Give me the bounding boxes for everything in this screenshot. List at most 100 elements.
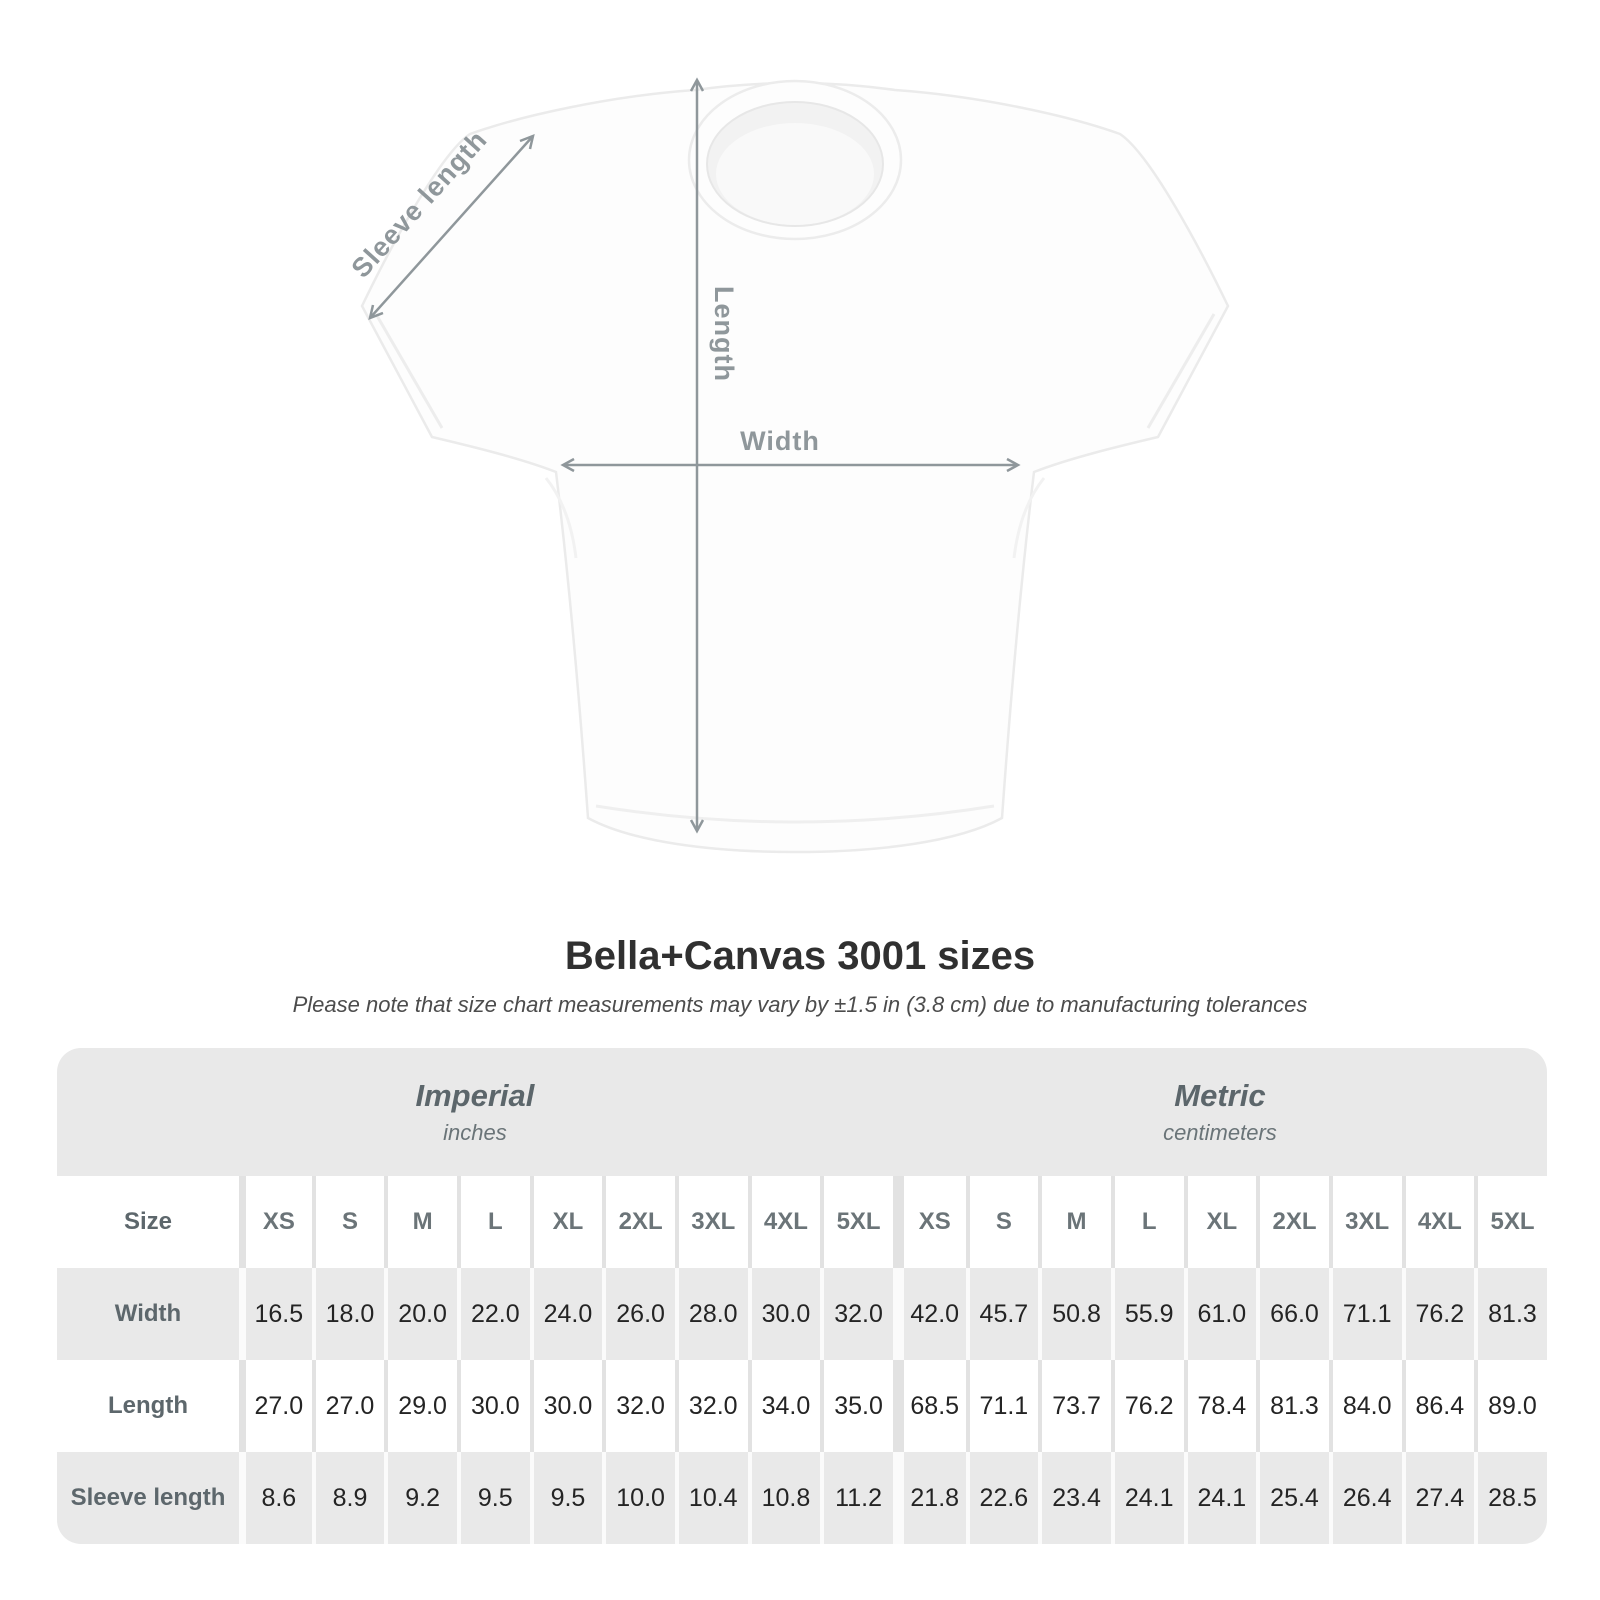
size-header-cell: 4XL (747, 1176, 821, 1268)
size-value-cell: 27.0 (239, 1360, 312, 1452)
size-value-cell: 30.0 (747, 1268, 821, 1360)
table-row: Width 16.5 18.0 20.0 22.0 24.0 26.0 28.0 30.0 32.… (57, 1268, 1547, 1360)
hem-seam (595, 804, 995, 824)
length-arrow (689, 77, 705, 834)
size-value-cell: 35.0 (820, 1360, 893, 1452)
size-header-cell: M (384, 1176, 457, 1268)
size-value-cell: 30.0 (456, 1360, 530, 1452)
size-column-title: Size (123, 1208, 173, 1235)
size-value-cell: 32.0 (674, 1360, 748, 1452)
size-value-cell: 10.4 (674, 1452, 748, 1544)
size-header-cell: XS (892, 1176, 966, 1268)
collar (687, 79, 903, 241)
size-value-cell: 8.9 (311, 1452, 385, 1544)
size-value-cell: 16.5 (239, 1268, 312, 1360)
page-title: Bella+Canvas 3001 sizes (564, 934, 1036, 978)
size-value-cell: 24.1 (1183, 1452, 1257, 1544)
size-value-cell: 9.5 (529, 1452, 603, 1544)
size-value-cell: 22.0 (456, 1268, 530, 1360)
size-value-cell: 24.0 (529, 1268, 603, 1360)
size-value-cell: 81.3 (1474, 1268, 1547, 1360)
size-value-cell: 66.0 (1256, 1268, 1329, 1360)
metric-unit: centimeters (1163, 1120, 1277, 1145)
size-value-cell: 25.4 (1256, 1452, 1329, 1544)
size-value-cell: 28.5 (1474, 1452, 1547, 1544)
size-value-cell: 24.1 (1110, 1452, 1184, 1544)
right-cuff-seam (1146, 313, 1216, 429)
size-value-cell: 21.8 (892, 1452, 966, 1544)
size-value-cell: 73.7 (1038, 1360, 1111, 1452)
size-value-cell: 76.2 (1401, 1268, 1475, 1360)
length-label: Length (709, 286, 739, 382)
size-header-cell: L (1110, 1176, 1184, 1268)
size-value-cell: 8.6 (239, 1452, 312, 1544)
size-value-cell: 89.0 (1474, 1360, 1547, 1452)
size-header-cell: XS (239, 1176, 312, 1268)
tshirt-graphic: Length Width Sleeve length (346, 77, 1230, 854)
size-header-cell: 3XL (674, 1176, 748, 1268)
size-value-cell: 9.2 (384, 1452, 457, 1544)
size-value-cell: 45.7 (965, 1268, 1039, 1360)
size-header-cell: 2XL (1256, 1176, 1329, 1268)
size-header-cell: S (311, 1176, 385, 1268)
page-subtitle: Please note that size chart measurements… (292, 992, 1308, 1017)
imperial-unit: inches (443, 1120, 507, 1145)
size-header-cell: 2XL (602, 1176, 675, 1268)
size-value-cell: 34.0 (747, 1360, 821, 1452)
unit-header-band: Imperial inches Metric centimeters (57, 1048, 1547, 1176)
size-value-cell: 81.3 (1256, 1360, 1329, 1452)
size-value-cell: 71.1 (965, 1360, 1039, 1452)
size-header-cell: XL (529, 1176, 603, 1268)
table-row: Size XS S M L XL 2XL 3XL 4XL 5XL XS S M L XL 2XL 3XL 4XL 5… (57, 1176, 1547, 1268)
size-value-cell: 9.5 (456, 1452, 530, 1544)
size-value-cell: 23.4 (1038, 1452, 1111, 1544)
size-value-cell: 10.0 (602, 1452, 675, 1544)
size-value-cell: 86.4 (1401, 1360, 1475, 1452)
imperial-header-group: Imperial inches (57, 1048, 893, 1176)
width-label: Width (740, 426, 820, 456)
size-value-cell: 29.0 (384, 1360, 457, 1452)
size-value-cell: 76.2 (1110, 1360, 1184, 1452)
size-value-cell: 50.8 (1038, 1268, 1111, 1360)
size-header-cell: L (456, 1176, 530, 1268)
size-header-cell: 5XL (1474, 1176, 1547, 1268)
size-value-cell: 26.4 (1328, 1452, 1402, 1544)
size-value-cell: 22.6 (965, 1452, 1039, 1544)
size-header-cell: XL (1183, 1176, 1257, 1268)
metric-header-group: Metric centimeters (893, 1048, 1547, 1176)
size-value-cell: 10.8 (747, 1452, 821, 1544)
size-value-cell: 27.4 (1401, 1452, 1475, 1544)
size-value-cell: 28.0 (674, 1268, 748, 1360)
size-value-cell: 71.1 (1328, 1268, 1402, 1360)
table-body: Size XS S M L XL 2XL 3XL 4XL 5XL XS S M L XL 2XL 3XL 4XL 5… (57, 1176, 1547, 1544)
size-value-cell: 30.0 (529, 1360, 603, 1452)
imperial-header: Imperial (415, 1078, 535, 1113)
tshirt-diagram: Length Width Sleeve length (330, 58, 1280, 883)
size-header-cell: 3XL (1328, 1176, 1402, 1268)
size-value-cell: 84.0 (1328, 1360, 1402, 1452)
size-value-cell: 18.0 (311, 1268, 385, 1360)
tshirt-body (360, 79, 1230, 854)
sleeve-length-arrow (368, 133, 535, 321)
row-label: Length (108, 1392, 188, 1419)
left-cuff-seam (374, 313, 444, 429)
size-value-cell: 32.0 (820, 1268, 893, 1360)
table-row: Sleeve length 8.6 8.9 9.2 9.5 9.5 10.0 10.4 10.8… (57, 1452, 1547, 1544)
width-arrow (560, 457, 1021, 473)
size-value-cell: 27.0 (311, 1360, 385, 1452)
size-value-cell: 55.9 (1110, 1268, 1184, 1360)
size-header-cell: 4XL (1401, 1176, 1475, 1268)
metric-header: Metric (1174, 1078, 1266, 1113)
size-value-cell: 68.5 (892, 1360, 966, 1452)
size-value-cell: 11.2 (820, 1452, 893, 1544)
size-value-cell: 32.0 (602, 1360, 675, 1452)
size-value-cell: 26.0 (602, 1268, 675, 1360)
size-header-cell: M (1038, 1176, 1111, 1268)
row-label: Width (114, 1300, 182, 1327)
size-header-cell: S (965, 1176, 1039, 1268)
size-value-cell: 20.0 (384, 1268, 457, 1360)
size-value-cell: 42.0 (892, 1268, 966, 1360)
size-header-cell: 5XL (820, 1176, 893, 1268)
table-row: Length 27.0 27.0 29.0 30.0 30.0 32.0 32.0 34.0 35… (57, 1360, 1547, 1452)
